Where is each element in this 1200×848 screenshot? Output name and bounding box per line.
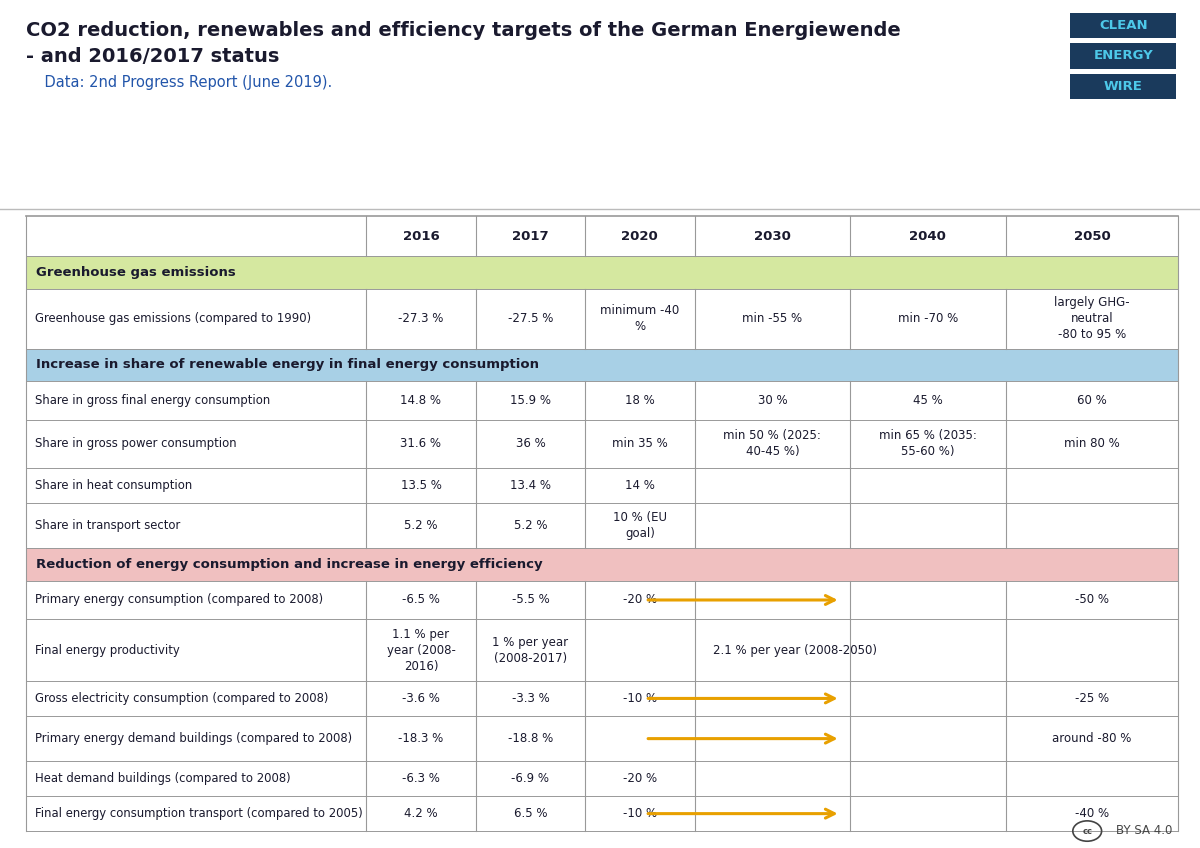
Text: min -70 %: min -70 % — [898, 312, 958, 325]
Text: -18.8 %: -18.8 % — [508, 732, 553, 745]
Text: Primary energy demand buildings (compared to 2008): Primary energy demand buildings (compare… — [35, 732, 352, 745]
Text: 1.1 % per
year (2008-
2016): 1.1 % per year (2008- 2016) — [386, 628, 455, 672]
Text: -3.3 %: -3.3 % — [511, 692, 550, 705]
Text: -20 %: -20 % — [623, 773, 656, 785]
Bar — [1070, 13, 1176, 38]
Text: 60 %: 60 % — [1078, 394, 1106, 407]
Bar — [26, 216, 1178, 831]
Text: Final energy consumption transport (compared to 2005): Final energy consumption transport (comp… — [35, 807, 362, 820]
Text: Share in gross power consumption: Share in gross power consumption — [35, 438, 236, 450]
Text: 1 % per year
(2008-2017): 1 % per year (2008-2017) — [492, 636, 569, 665]
Text: 15.9 %: 15.9 % — [510, 394, 551, 407]
Text: 2040: 2040 — [910, 230, 947, 243]
Text: Greenhouse gas emissions: Greenhouse gas emissions — [36, 266, 235, 279]
Text: 4.2 %: 4.2 % — [404, 807, 438, 820]
Text: around -80 %: around -80 % — [1052, 732, 1132, 745]
Text: Greenhouse gas emissions (compared to 1990): Greenhouse gas emissions (compared to 19… — [35, 312, 311, 325]
Text: 2050: 2050 — [1074, 230, 1110, 243]
Text: Share in transport sector: Share in transport sector — [35, 519, 180, 533]
Text: 6.5 %: 6.5 % — [514, 807, 547, 820]
Text: 2017: 2017 — [512, 230, 548, 243]
Text: Primary energy consumption (compared to 2008): Primary energy consumption (compared to … — [35, 594, 323, 606]
Bar — [26, 549, 1178, 581]
Text: Gross electricity consumption (compared to 2008): Gross electricity consumption (compared … — [35, 692, 328, 705]
Text: -27.3 %: -27.3 % — [398, 312, 444, 325]
Text: BY SA 4.0: BY SA 4.0 — [1116, 824, 1172, 837]
Text: CLEAN: CLEAN — [1099, 19, 1147, 32]
Text: - and 2016/2017 status: - and 2016/2017 status — [26, 47, 280, 65]
Text: 2.1 % per year (2008-2050): 2.1 % per year (2008-2050) — [713, 644, 877, 656]
Text: Share in gross final energy consumption: Share in gross final energy consumption — [35, 394, 270, 407]
Text: 2020: 2020 — [622, 230, 659, 243]
Text: 10 % (EU
goal): 10 % (EU goal) — [613, 511, 667, 540]
Text: CO2 reduction, renewables and efficiency targets of the German Energiewende: CO2 reduction, renewables and efficiency… — [26, 21, 901, 40]
Text: minimum -40
%: minimum -40 % — [600, 304, 679, 333]
Text: Final energy productivity: Final energy productivity — [35, 644, 180, 656]
Text: 13.5 %: 13.5 % — [401, 479, 442, 492]
Text: min 50 % (2025:
40-45 %): min 50 % (2025: 40-45 %) — [724, 429, 821, 459]
Text: 5.2 %: 5.2 % — [514, 519, 547, 533]
Text: Increase in share of renewable energy in final energy consumption: Increase in share of renewable energy in… — [36, 359, 539, 371]
Text: -3.6 %: -3.6 % — [402, 692, 440, 705]
Text: ENERGY: ENERGY — [1093, 49, 1153, 63]
Text: min 80 %: min 80 % — [1064, 438, 1120, 450]
Text: largely GHG-
neutral
-80 to 95 %: largely GHG- neutral -80 to 95 % — [1054, 296, 1130, 341]
Text: 30 %: 30 % — [757, 394, 787, 407]
Text: cc: cc — [1082, 827, 1092, 835]
Text: -27.5 %: -27.5 % — [508, 312, 553, 325]
Text: -5.5 %: -5.5 % — [511, 594, 550, 606]
Text: 13.4 %: 13.4 % — [510, 479, 551, 492]
Text: Share in heat consumption: Share in heat consumption — [35, 479, 192, 492]
Text: Heat demand buildings (compared to 2008): Heat demand buildings (compared to 2008) — [35, 773, 290, 785]
Text: 14.8 %: 14.8 % — [401, 394, 442, 407]
Text: Data: 2nd Progress Report (June 2019).: Data: 2nd Progress Report (June 2019). — [26, 75, 332, 90]
Text: -25 %: -25 % — [1075, 692, 1109, 705]
Text: 18 %: 18 % — [625, 394, 655, 407]
Bar — [26, 349, 1178, 381]
Text: -6.5 %: -6.5 % — [402, 594, 440, 606]
Text: WIRE: WIRE — [1104, 80, 1142, 93]
Text: -50 %: -50 % — [1075, 594, 1109, 606]
Bar — [26, 256, 1178, 288]
Text: -6.9 %: -6.9 % — [511, 773, 550, 785]
Text: 2030: 2030 — [754, 230, 791, 243]
Text: min 35 %: min 35 % — [612, 438, 667, 450]
Text: 2016: 2016 — [402, 230, 439, 243]
Text: -18.3 %: -18.3 % — [398, 732, 444, 745]
Text: -10 %: -10 % — [623, 807, 656, 820]
Text: min 65 % (2035:
55-60 %): min 65 % (2035: 55-60 %) — [878, 429, 977, 459]
Text: -10 %: -10 % — [623, 692, 656, 705]
Text: -40 %: -40 % — [1075, 807, 1109, 820]
Bar — [0, 0, 1200, 208]
Bar — [1070, 43, 1176, 69]
Text: 14 %: 14 % — [625, 479, 655, 492]
Text: 5.2 %: 5.2 % — [404, 519, 438, 533]
Text: min -55 %: min -55 % — [743, 312, 803, 325]
Bar — [1070, 74, 1176, 99]
Text: 45 %: 45 % — [913, 394, 943, 407]
Text: -20 %: -20 % — [623, 594, 656, 606]
Text: 31.6 %: 31.6 % — [401, 438, 442, 450]
Text: Reduction of energy consumption and increase in energy efficiency: Reduction of energy consumption and incr… — [36, 558, 542, 571]
Text: -6.3 %: -6.3 % — [402, 773, 440, 785]
Text: 36 %: 36 % — [516, 438, 545, 450]
